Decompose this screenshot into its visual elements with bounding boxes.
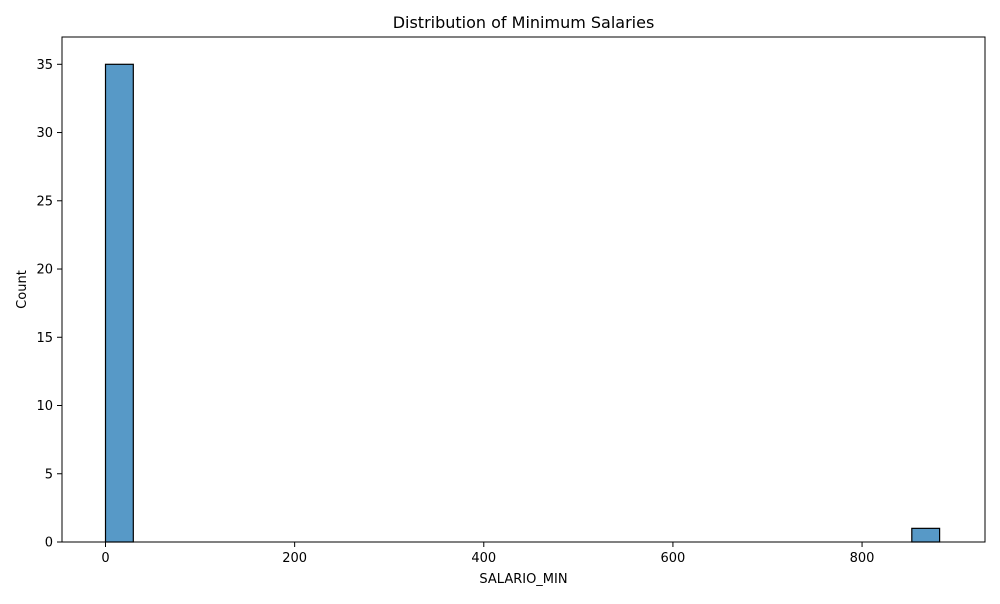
- y-tick-label: 30: [36, 126, 53, 141]
- x-axis-label: SALARIO_MIN: [479, 572, 567, 587]
- plot-frame: [61, 36, 986, 543]
- y-tick-label: 35: [36, 58, 53, 73]
- x-tick-label: 0: [101, 551, 109, 566]
- ticks-layer: 0 200 400 600 800 0 5 10 15 20 25 30 35: [36, 58, 874, 566]
- y-tick-label: 25: [36, 194, 53, 209]
- bars-layer: [104, 63, 941, 543]
- chart-title: Distribution of Minimum Salaries: [393, 13, 655, 32]
- y-tick-label: 10: [36, 399, 53, 414]
- y-tick-label: 0: [45, 536, 53, 551]
- x-tick-label: 200: [282, 551, 307, 566]
- y-tick-label: 15: [36, 331, 53, 346]
- y-axis-label: Count: [15, 270, 30, 309]
- histogram-bar-1: [104, 63, 134, 543]
- histogram-bar-2: [911, 527, 941, 543]
- x-tick-label: 800: [850, 551, 875, 566]
- y-tick-label: 20: [36, 263, 53, 278]
- x-tick-label: 600: [661, 551, 686, 566]
- x-tick-label: 400: [471, 551, 496, 566]
- y-tick-label: 5: [45, 467, 53, 482]
